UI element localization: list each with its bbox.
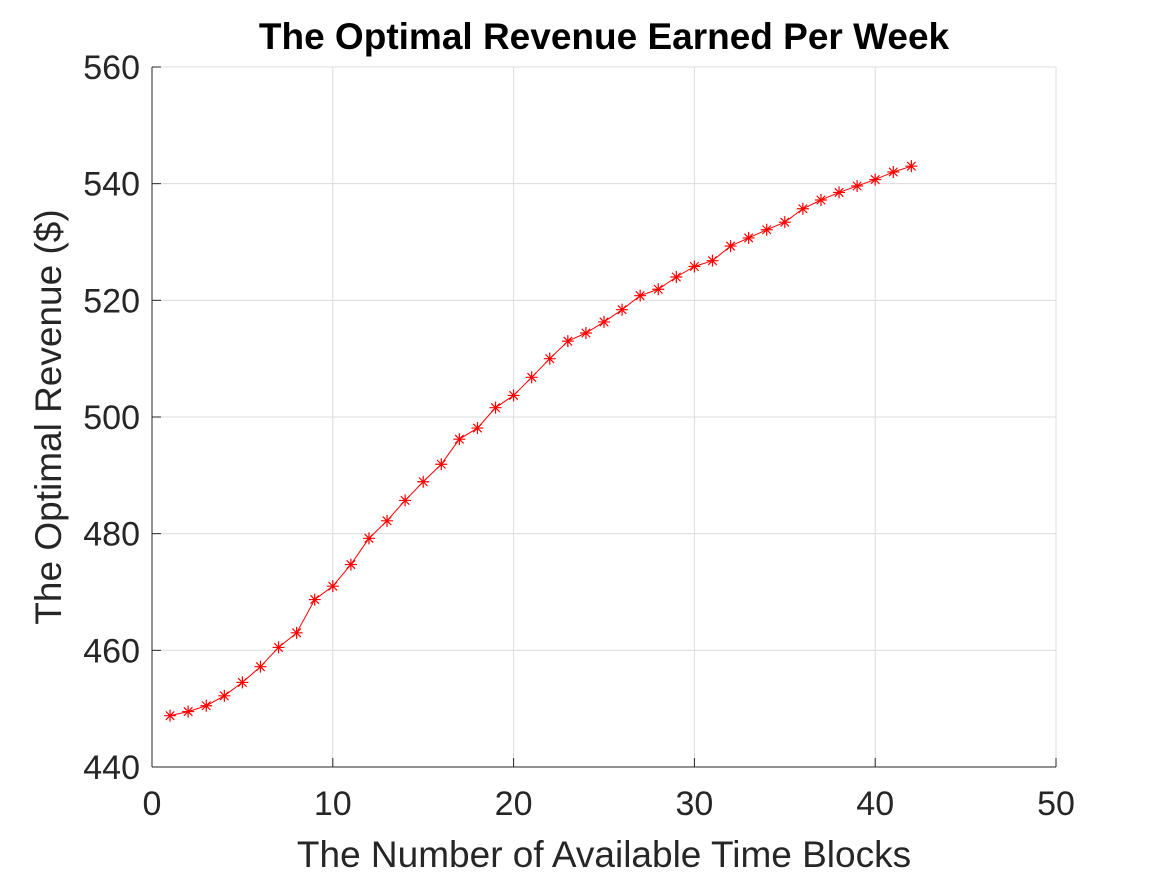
data-point-marker — [417, 475, 430, 488]
data-point-marker — [634, 289, 647, 302]
data-point-marker — [453, 433, 466, 446]
data-point-marker — [182, 705, 195, 718]
data-point-marker — [851, 180, 864, 192]
chart-title: The Optimal Revenue Earned Per Week — [259, 16, 950, 57]
x-tick-label: 20 — [495, 785, 533, 823]
data-point-marker — [814, 194, 827, 206]
data-point-marker — [507, 389, 520, 402]
y-axis: 440 460 480 500 520 540 560 — [83, 49, 161, 787]
data-point-marker — [525, 371, 538, 384]
data-point-marker — [344, 558, 357, 571]
data-point-marker — [778, 216, 791, 229]
data-point-marker — [579, 327, 592, 339]
x-tick-label: 30 — [675, 785, 713, 823]
data-point-marker — [833, 186, 846, 199]
y-tick-label: 540 — [83, 166, 140, 204]
data-point-marker — [326, 580, 339, 593]
y-tick-label: 560 — [83, 49, 140, 87]
data-point-marker — [869, 173, 882, 186]
x-axis: 0 10 20 30 40 50 — [143, 758, 1075, 823]
data-point-marker — [362, 532, 375, 545]
x-tick-label: 10 — [314, 785, 352, 823]
x-tick-label: 0 — [143, 785, 162, 823]
series-line — [169, 165, 912, 717]
data-point-marker — [688, 260, 701, 273]
data-point-marker — [471, 422, 484, 435]
data-point-marker — [598, 315, 610, 328]
data-point-marker — [905, 160, 918, 173]
y-axis-label: The Optimal Revenue ($) — [28, 209, 69, 624]
data-point-marker — [742, 231, 755, 244]
x-axis-label: The Number of Available Time Blocks — [297, 834, 911, 875]
data-point-marker — [561, 335, 574, 348]
data-point-marker — [670, 271, 683, 283]
data-point-marker — [200, 699, 213, 712]
data-point-marker — [254, 660, 267, 673]
series-group — [164, 160, 918, 722]
data-point-marker — [381, 514, 394, 527]
data-point-marker — [399, 494, 412, 507]
data-point-marker — [706, 254, 719, 267]
data-point-marker — [218, 689, 231, 702]
y-tick-label: 480 — [83, 516, 140, 554]
data-point-marker — [652, 283, 665, 296]
y-tick-label: 520 — [83, 282, 140, 320]
y-tick-label: 440 — [83, 749, 140, 787]
data-point-marker — [887, 166, 900, 178]
data-point-marker — [308, 593, 321, 606]
data-point-marker — [435, 458, 448, 471]
data-point-marker — [290, 626, 303, 639]
data-point-marker — [724, 240, 737, 253]
data-point-marker — [760, 223, 773, 236]
x-tick-label: 50 — [1037, 785, 1075, 823]
data-point-marker — [164, 709, 177, 722]
y-tick-label: 500 — [83, 399, 140, 437]
data-point-marker — [543, 352, 556, 365]
y-tick-label: 460 — [83, 632, 140, 670]
data-point-marker — [796, 202, 809, 215]
x-tick-label: 40 — [856, 785, 894, 823]
data-point-marker — [489, 401, 502, 414]
data-point-marker — [616, 303, 629, 316]
data-point-marker — [272, 641, 285, 654]
data-point-marker — [236, 676, 249, 689]
grid — [151, 66, 1057, 768]
